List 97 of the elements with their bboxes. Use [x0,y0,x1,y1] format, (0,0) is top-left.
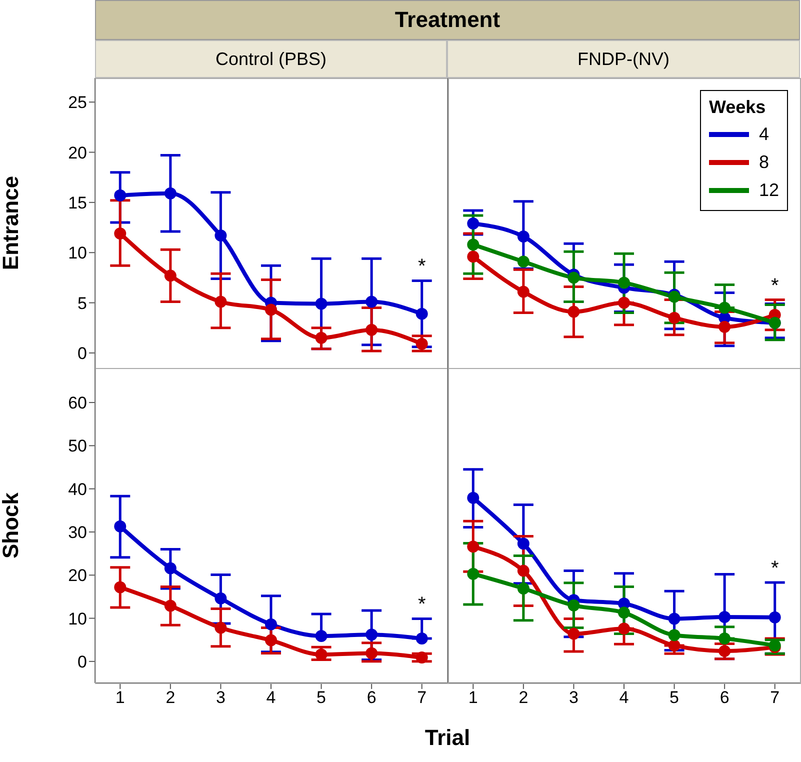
point [467,492,480,504]
point [467,540,480,553]
point [114,520,126,532]
point [214,592,227,604]
x-tick-label: 5 [670,688,680,708]
point [618,276,630,289]
point [315,332,328,344]
point [718,320,731,333]
point [768,611,781,624]
annotation: * [418,594,426,616]
point [315,630,328,642]
point [315,298,328,310]
point [265,634,277,646]
point [467,218,480,230]
point [164,270,176,282]
x-tick-label: 2 [166,688,176,708]
point [618,622,630,635]
x-axis-title: Trial [424,725,472,751]
point [517,538,530,550]
point [214,622,227,634]
x-tick-label: 4 [266,688,276,708]
y-axis-title: Shock [0,492,23,559]
point [718,645,731,658]
x-tick-label: 6 [366,688,376,708]
point [467,568,480,580]
point [568,272,580,284]
x-tick-label: 3 [568,688,578,708]
point [416,338,428,350]
point [718,632,731,645]
y-tick-label: 10 [68,244,87,263]
point [214,296,227,308]
x-tick-label: 4 [619,688,629,708]
legend-title: Weeks [708,97,767,118]
point [718,610,731,623]
annotation: * [770,557,779,580]
point [568,599,580,612]
point [668,312,680,324]
point [114,228,126,240]
y-tick-label: 10 [68,609,87,628]
point [214,230,227,242]
annotation: * [418,256,426,278]
point [366,324,378,336]
point [265,304,277,316]
legend-label: 4 [758,123,769,146]
point [517,564,530,577]
point [568,628,580,640]
point [265,618,277,630]
y-tick-label: 60 [68,394,87,413]
x-tick-label: 7 [417,688,427,708]
point [366,296,378,308]
y-tick-label: 0 [78,652,87,672]
chart-subtitle: FNDP-(NV) [447,40,800,78]
x-tick-label: 5 [316,688,326,708]
y-tick-label: 50 [68,436,87,456]
point [618,296,630,309]
x-tick-label: 6 [720,688,730,708]
point [668,629,680,642]
y-tick-label: 5 [78,294,87,313]
point [114,189,126,202]
y-tick-label: 20 [68,566,87,586]
point [164,187,176,200]
chart-title: Treatment [95,0,800,40]
x-tick-label: 3 [216,688,226,708]
y-tick-label: 30 [68,523,87,542]
legend-label: 8 [758,151,769,174]
annotation: * [770,274,779,297]
point [416,632,428,645]
point [517,582,530,594]
point [467,238,480,251]
x-tick-label: 1 [468,688,478,708]
point [517,286,530,298]
y-tick-label: 0 [78,344,87,363]
legend-label: 12 [758,179,779,202]
x-tick-label: 1 [115,688,125,708]
point [164,600,176,612]
point [416,308,428,320]
point [467,250,480,263]
chart-subtitle: Control (PBS) [95,40,447,78]
point [718,302,731,314]
point [618,606,630,619]
point [668,612,680,625]
point [366,628,378,641]
x-tick-label: 2 [518,688,528,708]
y-tick-label: 20 [68,143,87,162]
point [416,652,428,664]
point [366,647,378,660]
point [668,639,680,652]
point [517,230,530,243]
y-axis-title: Entrance [0,176,23,270]
point [517,256,530,268]
y-tick-label: 25 [68,93,87,112]
x-tick-label: 7 [770,688,780,708]
point [568,306,580,318]
point [164,562,176,574]
point [114,581,126,594]
y-tick-label: 40 [68,480,87,499]
y-tick-label: 15 [68,193,87,212]
